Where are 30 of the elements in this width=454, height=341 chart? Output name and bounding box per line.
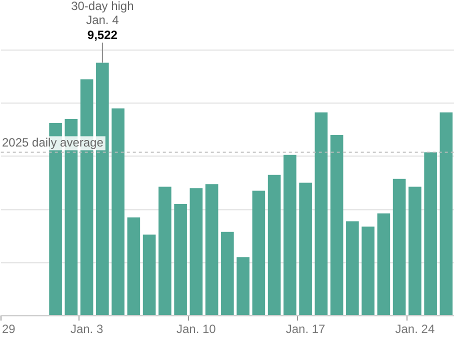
ref-line-label: 2025 daily average (2, 136, 104, 150)
bar (424, 152, 437, 315)
bar (362, 226, 374, 315)
bar (127, 217, 140, 315)
x-tick-label: Jan. 17 (286, 322, 326, 336)
bar (284, 154, 296, 315)
bar (252, 190, 266, 315)
bar (236, 257, 250, 315)
bar (330, 134, 344, 315)
bar (174, 204, 187, 315)
x-tick-label: 29 (2, 322, 16, 336)
bar (112, 108, 124, 315)
x-tick-label: Jan. 10 (176, 322, 216, 336)
x-tick-label: Jan. 3 (70, 322, 104, 336)
bar (142, 234, 156, 315)
bar (299, 182, 312, 315)
bar (205, 184, 218, 315)
bar (377, 213, 390, 315)
annotation: 30-day high Jan. 4 (71, 0, 134, 28)
bar (158, 186, 172, 315)
bar (346, 221, 359, 315)
bar (221, 232, 234, 315)
bar (440, 112, 453, 315)
data-label: 9,522 (87, 28, 118, 42)
x-tick-label: Jan. 24 (395, 322, 435, 336)
bar (392, 178, 406, 315)
bar (268, 174, 281, 315)
bar (408, 186, 422, 315)
bar (314, 112, 328, 315)
bar (190, 188, 203, 315)
